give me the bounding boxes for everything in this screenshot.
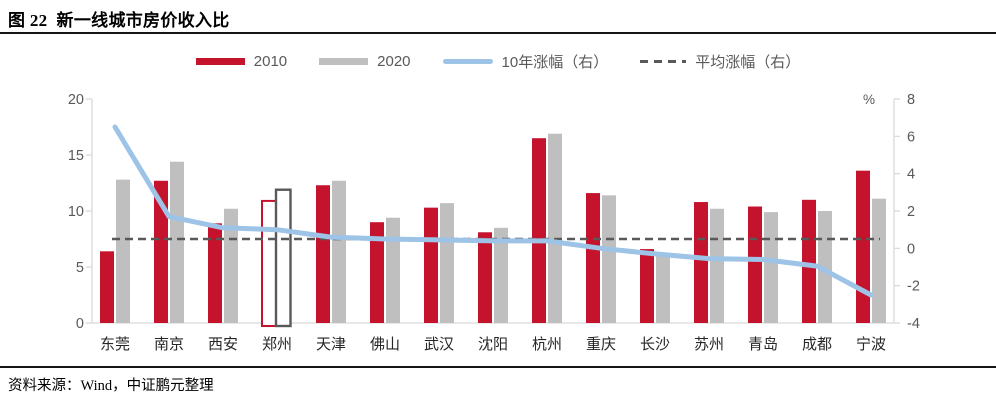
bar-2010-青岛 [748, 206, 762, 323]
bar-2010-天津 [316, 185, 330, 323]
x-label-武汉: 武汉 [424, 336, 454, 353]
legend-dash-swatch [640, 60, 687, 63]
x-label-苏州: 苏州 [694, 336, 724, 353]
x-label-长沙: 长沙 [640, 336, 670, 353]
bar-2010-长沙 [640, 249, 654, 323]
source-note: 资料来源：Wind，中证鹏元整理 [8, 378, 214, 394]
bar-2020-东莞 [116, 179, 130, 323]
legend-item-avg-growth: 平均涨幅（右） [640, 51, 800, 72]
bar-2010-沈阳 [478, 232, 492, 323]
bar-2010-南京 [154, 180, 168, 323]
right-tick-label: 6 [907, 129, 915, 145]
x-label-郑州: 郑州 [262, 336, 292, 353]
x-label-佛山: 佛山 [370, 336, 400, 353]
bar-2020-天津 [332, 180, 346, 323]
bar-2020-沈阳 [494, 227, 508, 323]
bar-2020-杭州 [548, 133, 562, 323]
bar-2010-重庆 [586, 193, 600, 323]
legend-item-10yr-growth: 10年涨幅（右） [442, 51, 609, 72]
bar-2020-南京 [170, 161, 184, 323]
bar-2010-东莞 [100, 251, 114, 323]
bar-2010-佛山 [370, 222, 384, 323]
left-tick-label: 0 [76, 316, 84, 332]
right-tick-label: -2 [907, 279, 920, 295]
legend-label-avg-growth: 平均涨幅（右） [695, 54, 801, 71]
ten-year-growth-line [112, 124, 874, 298]
bar-2020-西安 [224, 208, 238, 323]
right-tick-label: 8 [907, 92, 915, 108]
bar-2020-宁波 [872, 198, 886, 323]
right-axis-unit-label: % [863, 92, 875, 107]
bar-2010-杭州 [532, 138, 546, 323]
bar-2020-长沙 [656, 255, 670, 323]
x-label-重庆: 重庆 [586, 336, 616, 353]
left-tick-label: 5 [76, 260, 84, 276]
figure-title: 图 22 新一线城市房价收入比 [8, 11, 230, 30]
bar-2020-佛山 [386, 217, 400, 323]
bar-2020-重庆 [602, 195, 616, 323]
right-tick-label: 2 [907, 204, 915, 220]
x-label-天津: 天津 [316, 336, 346, 353]
x-label-东莞: 东莞 [100, 336, 130, 353]
legend-item-2020: 2020 [319, 53, 411, 70]
x-label-青岛: 青岛 [748, 336, 778, 353]
bar-2010-郑州-highlighted [261, 199, 277, 327]
legend-label-2020: 2020 [377, 53, 411, 70]
legend-line-swatch [442, 59, 493, 64]
x-label-沈阳: 沈阳 [478, 336, 508, 353]
right-tick-label: 0 [907, 241, 915, 257]
chart-legend: 2010 2020 10年涨幅（右） 平均涨幅（右） [0, 51, 996, 72]
right-tick-label: -4 [907, 316, 920, 332]
x-label-西安: 西安 [208, 336, 238, 353]
left-tick-label: 10 [68, 204, 84, 220]
source-divider [0, 366, 996, 368]
bar-2020-武汉 [440, 203, 454, 323]
legend-label-2010: 2010 [253, 53, 288, 70]
x-label-杭州: 杭州 [532, 336, 562, 353]
legend-label-10yr-growth: 10年涨幅（右） [501, 54, 609, 71]
bar-2020-青岛 [764, 212, 778, 323]
bar-2010-西安 [208, 223, 222, 323]
x-label-成都: 成都 [802, 336, 832, 353]
bar-2010-苏州 [694, 202, 708, 323]
x-label-宁波: 宁波 [856, 336, 886, 353]
bar-2020-苏州 [710, 208, 724, 323]
bar-2010-成都 [802, 199, 816, 323]
bar-2010-武汉 [424, 207, 438, 323]
legend-item-2010: 2010 [195, 53, 288, 70]
legend-swatch-2020 [319, 58, 369, 65]
title-divider [0, 32, 996, 34]
left-tick-label: 15 [68, 148, 84, 164]
bar-2020-郑州-highlighted [274, 188, 292, 328]
left-tick-label: 20 [68, 92, 84, 108]
legend-swatch-2010 [195, 58, 245, 65]
x-label-南京: 南京 [154, 336, 184, 353]
right-tick-label: 4 [907, 167, 915, 183]
bar-2010-宁波 [856, 170, 870, 323]
